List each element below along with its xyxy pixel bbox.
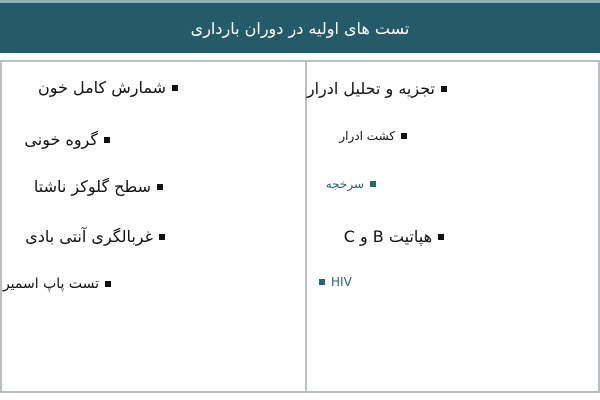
item-label: غربالگری آنتی بادی	[25, 227, 153, 246]
item-label: شمارش کامل خون	[37, 78, 166, 97]
bullet-icon	[401, 133, 407, 139]
list-item: تست پاپ اسمیر	[3, 276, 111, 292]
item-label: تجزیه و تحلیل ادرار	[306, 79, 435, 98]
bullet-icon	[105, 281, 111, 287]
list-item: گروه خونی	[24, 130, 110, 149]
item-label: تست پاپ اسمیر	[2, 276, 99, 292]
item-label: گروه خونی	[24, 130, 98, 149]
list-item: سرخجه	[326, 177, 376, 191]
bullet-icon	[319, 279, 325, 285]
bullet-icon	[104, 136, 110, 143]
list-item: تجزیه و تحلیل ادرار	[307, 79, 447, 98]
list-item: سطح گلوکز ناشتا	[34, 177, 163, 196]
item-label: هپاتیت B و C	[343, 227, 432, 246]
page-title: تست های اولیه در دوران بارداری	[190, 18, 410, 38]
list-item: غربالگری آنتی بادی	[25, 227, 165, 246]
item-label: کشت ادرار	[339, 129, 395, 143]
item-label: سطح گلوکز ناشتا	[33, 177, 151, 196]
bullet-icon	[157, 183, 163, 190]
column-divider	[305, 60, 307, 393]
list-item: کشت ادرار	[339, 129, 407, 143]
bullet-icon	[159, 233, 165, 240]
bullet-icon	[438, 233, 444, 240]
list-item: شمارش کامل خون	[38, 78, 178, 97]
list-item: هپاتیت B و C	[344, 227, 444, 246]
item-label: سرخجه	[325, 177, 364, 191]
list-item: HIV	[319, 275, 352, 289]
item-label: HIV	[331, 275, 352, 289]
tests-table	[0, 60, 600, 393]
bullet-icon	[441, 85, 447, 92]
page-header: تست های اولیه در دوران بارداری	[0, 0, 600, 53]
bullet-icon	[172, 84, 178, 91]
bullet-icon	[370, 181, 376, 187]
